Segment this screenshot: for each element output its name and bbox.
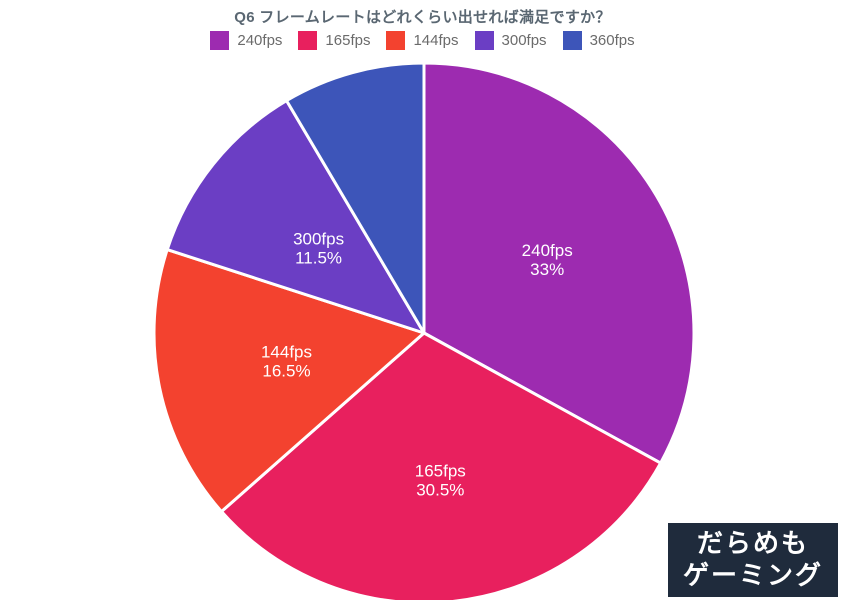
legend-label: 360fps bbox=[589, 32, 635, 49]
legend-label: 240fps bbox=[237, 32, 283, 49]
watermark-line2: ゲーミング bbox=[682, 561, 823, 591]
slice-label-percent: 11.5% bbox=[295, 249, 342, 268]
legend-swatch-icon bbox=[210, 31, 230, 50]
pie-slice-300fps[interactable] bbox=[165, 99, 426, 335]
slice-label-name: 165fps bbox=[415, 462, 466, 481]
slice-label-165fps: 165fps 30.5% bbox=[415, 462, 466, 500]
legend-item-144fps[interactable]: 144fps bbox=[386, 31, 459, 50]
legend-swatch-icon bbox=[386, 31, 406, 50]
slice-label-name: 240fps bbox=[522, 241, 573, 260]
legend-label: 300fps bbox=[501, 32, 547, 49]
slice-label-144fps: 144fps 16.5% bbox=[261, 343, 312, 381]
legend: 240fps 165fps 144fps 300fps 360fps bbox=[0, 31, 845, 50]
slice-label-name: 300fps bbox=[293, 230, 344, 249]
pie-slice-165fps[interactable] bbox=[219, 331, 663, 600]
legend-swatch-icon bbox=[298, 31, 318, 50]
slice-label-percent: 33% bbox=[530, 260, 564, 279]
watermark-line1: だらめも bbox=[696, 528, 809, 559]
legend-swatch-icon bbox=[474, 31, 494, 50]
legend-item-300fps[interactable]: 300fps bbox=[474, 31, 547, 50]
watermark-badge: だらめも ゲーミング bbox=[668, 523, 838, 597]
legend-label: 144fps bbox=[413, 32, 459, 49]
pie-slice-240fps[interactable] bbox=[422, 61, 696, 465]
legend-item-165fps[interactable]: 165fps bbox=[298, 31, 370, 50]
pie-slice-144fps[interactable] bbox=[152, 248, 426, 514]
legend-swatch-icon bbox=[562, 31, 582, 50]
chart-title: Q6 フレームレートはどれくらい出せれば満足ですか？ bbox=[234, 9, 611, 26]
slice-label-percent: 16.5% bbox=[262, 362, 310, 381]
slice-label-300fps: 300fps 11.5% bbox=[293, 230, 344, 268]
legend-item-240fps[interactable]: 240fps bbox=[210, 31, 282, 50]
slice-label-name: 144fps bbox=[261, 343, 312, 362]
slice-label-percent: 30.5% bbox=[416, 481, 464, 500]
pie-slice-360fps[interactable] bbox=[285, 61, 426, 335]
legend-label: 165fps bbox=[325, 32, 371, 49]
slice-label-240fps: 240fps 33% bbox=[522, 241, 573, 279]
legend-item-360fps[interactable]: 360fps bbox=[562, 31, 635, 50]
